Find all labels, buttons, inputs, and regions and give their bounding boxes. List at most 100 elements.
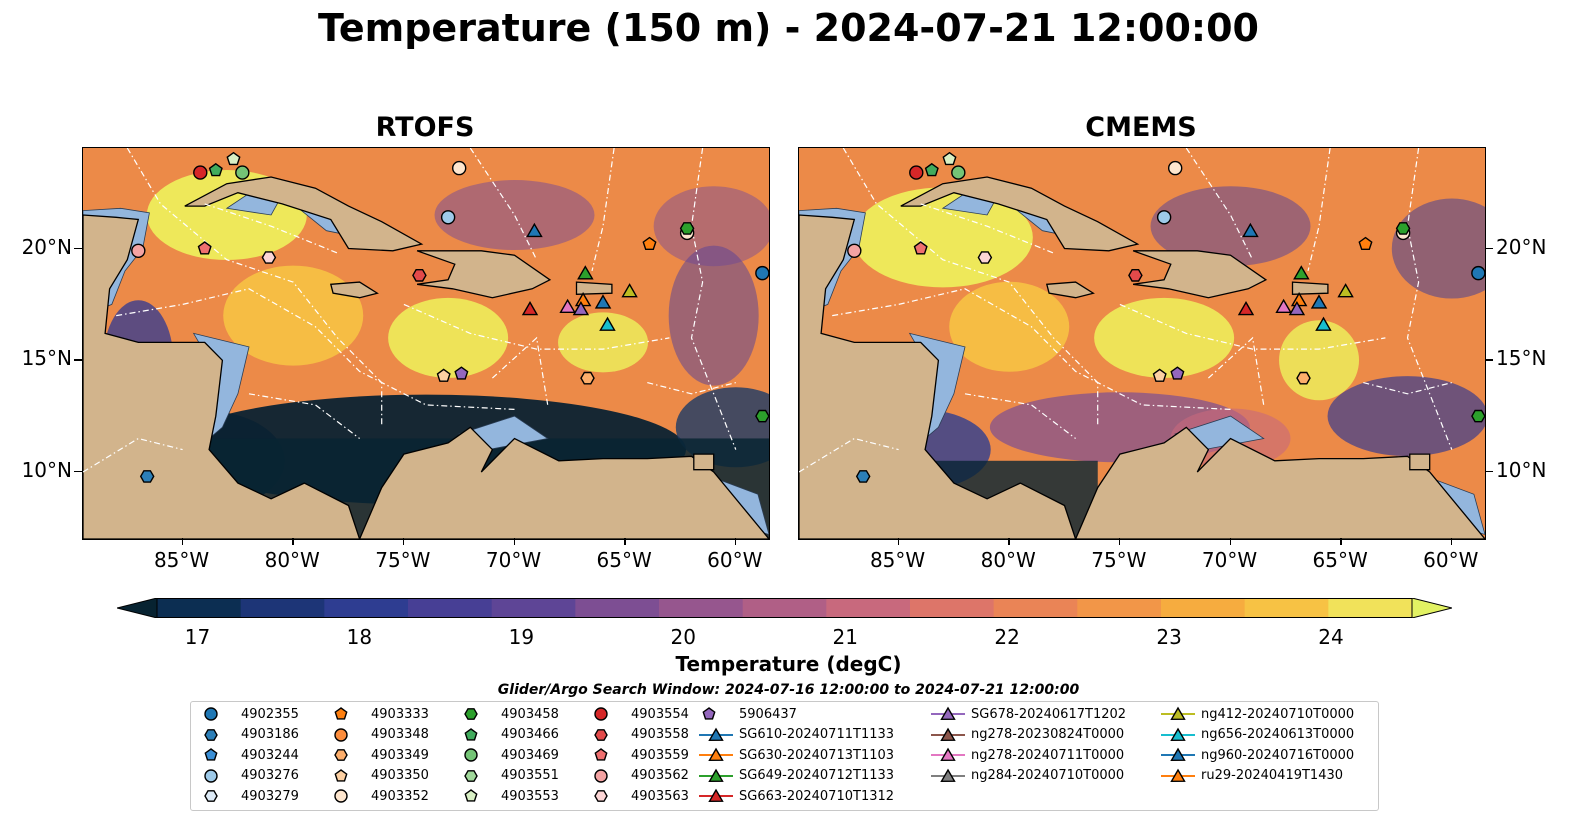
eez-boundary — [1207, 336, 1265, 405]
legend-marker-icon — [334, 749, 348, 761]
marker-SG649-20240712T1133 — [577, 265, 594, 280]
legend-label: 4903562 — [631, 768, 689, 783]
marker-4903559 — [913, 241, 928, 255]
lat-tick — [74, 247, 82, 250]
marker-4903466 — [924, 162, 939, 177]
lat-tick-label: 15°N — [1496, 346, 1547, 371]
colorbar-segment — [659, 598, 744, 618]
colorbar-graphic — [116, 597, 1453, 619]
lon-tick — [1008, 538, 1010, 545]
legend-pentagon-icon — [464, 789, 478, 802]
legend-hexagon-icon — [334, 749, 348, 761]
legend-label: 4903350 — [371, 768, 429, 783]
eez-boundary — [83, 437, 183, 473]
colorbar-tick-label: 23 — [1156, 625, 1182, 649]
legend-label: 4903469 — [501, 747, 559, 763]
map-rtofs — [82, 147, 770, 540]
legend-item: 4903558 — [591, 727, 689, 743]
legend-hexagon-icon — [204, 728, 218, 741]
marker-4903458b — [1471, 409, 1485, 423]
legend-marker-icon — [1161, 747, 1195, 762]
colorbar-segment — [826, 598, 911, 618]
legend-triangle-icon — [708, 727, 724, 741]
land-jamaica — [1045, 281, 1095, 299]
eez-boundary — [491, 336, 549, 405]
legend-item: 4902355 — [201, 706, 299, 722]
colorbar-tick-label: 18 — [346, 625, 373, 649]
colorbar-tick-label: 22 — [994, 625, 1020, 649]
legend-item: 4903554 — [591, 706, 689, 722]
legend-circle-icon — [334, 727, 348, 742]
temperature-patch — [388, 297, 509, 378]
lat-tick — [1485, 247, 1493, 250]
land-jamaica — [329, 281, 379, 299]
legend-marker-icon — [702, 707, 716, 720]
lat-tick-label: 20°N — [1496, 234, 1547, 259]
legend-triangle-icon — [708, 788, 724, 803]
marker-4903559 — [197, 241, 212, 255]
legend-marker-icon — [1161, 768, 1195, 782]
legend-item: ng656-20240613T0000 — [1161, 727, 1354, 743]
legend-triangle-icon — [1170, 747, 1186, 762]
marker-4903558 — [1128, 268, 1143, 282]
legend-item: ru29-20240419T1430 — [1161, 768, 1343, 784]
marker-4902355 — [755, 265, 769, 281]
marker-ng278-20240711T0000 — [1275, 298, 1292, 314]
legend-item: 4903559 — [591, 747, 689, 763]
lon-tick — [1118, 538, 1121, 545]
temperature-patch — [558, 312, 649, 373]
marker-SG678-20240617T1202 — [572, 300, 590, 316]
marker-4903469 — [951, 165, 966, 180]
colorbar-tick-label: 19 — [508, 625, 535, 649]
colorbar-extend-max — [1411, 597, 1453, 619]
colorbar-segment — [1244, 598, 1329, 618]
marker-4903333 — [1358, 236, 1373, 251]
legend-item: 4903276 — [201, 768, 299, 784]
legend-marker-icon — [334, 768, 348, 782]
legend-circle-icon — [334, 789, 348, 803]
marker-4903186 — [855, 470, 871, 483]
legend-marker-icon — [594, 748, 608, 761]
legend-item: 4903458 — [461, 706, 559, 722]
lat-tick-label: 15°N — [21, 346, 72, 371]
lat-tick-label: 10°N — [1496, 457, 1547, 482]
colorbar-segment — [575, 598, 660, 618]
temperature-patch — [653, 186, 769, 267]
legend-triangle-icon — [708, 768, 724, 782]
lon-tick-label: 85°W — [153, 548, 210, 572]
land-southAm — [1074, 426, 1485, 539]
legend-marker-icon — [334, 707, 348, 720]
temperature-patch — [434, 180, 595, 251]
legend-item: ng960-20240716T0000 — [1161, 747, 1354, 763]
lon-tick — [402, 538, 405, 545]
legend-label: ng960-20240716T0000 — [1201, 747, 1355, 763]
legend-triangle-icon — [708, 747, 724, 762]
legend-label: 4903559 — [631, 747, 689, 763]
legend-item: 4903244 — [201, 747, 299, 763]
eez-boundary — [647, 382, 736, 395]
legend-circle-icon — [594, 768, 608, 783]
marker-SG610-20240711T1133 — [1242, 222, 1259, 238]
marker-4903458 — [1395, 222, 1411, 235]
legend-label: ng278-20240711T0000 — [971, 747, 1125, 763]
legend-marker-icon — [204, 790, 218, 802]
marker-ng412-20240710T0000 — [621, 283, 638, 298]
legend-marker-icon — [699, 788, 733, 803]
legend-label: 4903554 — [631, 706, 689, 722]
colorbar-segment — [910, 598, 995, 618]
legend: 4902355 4903186 4903244 4903276 4903279 49033… — [190, 701, 1379, 811]
lon-tick-label: 65°W — [596, 548, 652, 572]
colorbar-segment — [324, 598, 409, 618]
marker-4903562 — [847, 243, 862, 258]
legend-item: 4903348 — [331, 727, 429, 743]
legend-marker-icon — [204, 768, 218, 783]
legend-hexagon-icon — [464, 708, 478, 720]
land-cuba — [184, 176, 424, 252]
lat-tick — [74, 359, 82, 361]
legend-circle-icon — [594, 707, 608, 721]
marker-4903350 — [436, 368, 451, 382]
legend-label: ng278-20230824T0000 — [971, 727, 1125, 742]
marker-4903276 — [440, 210, 456, 225]
marker-SG610-20240711T1133 — [526, 222, 543, 238]
marker-4903558 — [412, 268, 427, 282]
